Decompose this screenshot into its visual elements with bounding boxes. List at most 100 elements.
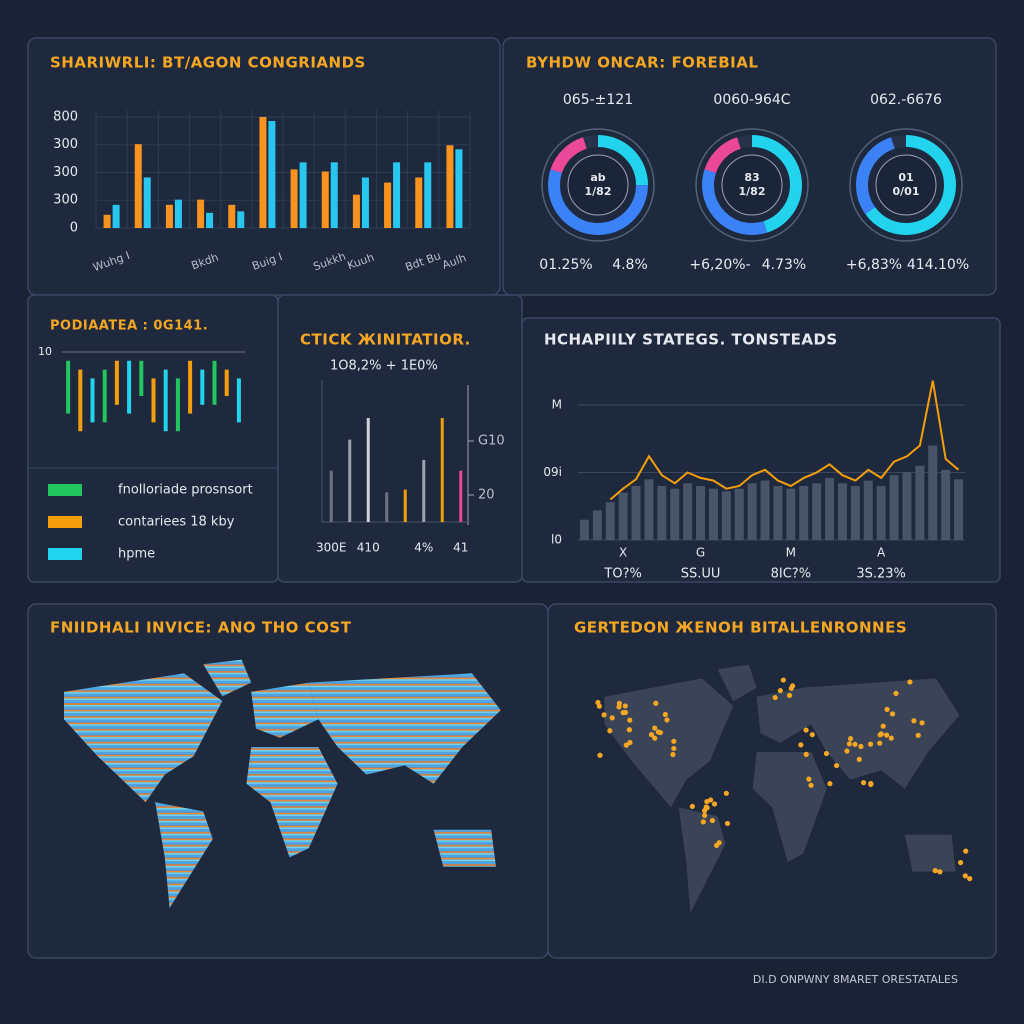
bar (330, 162, 338, 228)
map-dot (723, 790, 729, 796)
donut-caption: 4.8% (612, 257, 648, 273)
bar (112, 204, 120, 228)
map-dot (844, 748, 850, 754)
x-tick-label: M (786, 546, 796, 560)
map-dot (957, 859, 964, 866)
map-dot (867, 741, 874, 747)
donut-caption: 01.25% (539, 257, 592, 273)
donut-frame (849, 128, 963, 242)
bar (440, 418, 444, 522)
y-tick-label: 300 (53, 193, 78, 208)
map-dot (653, 700, 659, 706)
map-dot (798, 742, 804, 748)
bar (415, 177, 423, 228)
map-dot (833, 762, 840, 769)
bar (455, 149, 463, 228)
bar (361, 177, 369, 228)
bar (670, 488, 680, 540)
panel (27, 294, 279, 583)
map-dot (806, 776, 812, 782)
bar (760, 480, 770, 540)
bar (393, 162, 401, 228)
donut-caption: +6,20%- (689, 257, 750, 273)
map-title: FNIIDHALI INVICE: ANO THO COST (50, 619, 352, 637)
donut-label: 065-±121 (563, 92, 633, 108)
y-tick-label: 0 (70, 221, 78, 236)
y-tick-label: 300 (53, 137, 78, 152)
bar (773, 486, 783, 540)
map-dot (803, 751, 809, 758)
map-dot (689, 803, 695, 810)
bar (197, 199, 205, 228)
bar (644, 479, 654, 540)
bar (915, 465, 925, 540)
bar (366, 418, 370, 522)
y-tick-label: 09i (543, 465, 562, 479)
bar (941, 469, 951, 540)
bar (579, 519, 589, 540)
bar (422, 459, 426, 522)
map-dot (595, 699, 601, 706)
donut-segment (548, 135, 648, 235)
map-dot (671, 745, 677, 752)
map-dot (847, 736, 854, 742)
donut-center-text: 1/82 (739, 185, 766, 198)
map-dot (888, 735, 894, 741)
map-dot (627, 739, 633, 746)
map-dot (889, 711, 896, 717)
bar (631, 486, 641, 540)
donut-segment (856, 135, 956, 235)
bar (459, 470, 463, 522)
x-footnote: 8IC?% (771, 567, 811, 582)
donut-center-text: 1/82 (585, 185, 612, 198)
map-dots (595, 677, 973, 882)
y-tick-label: G10 (478, 434, 505, 449)
bar (143, 177, 151, 228)
donut-caption: 414.10% (907, 257, 969, 273)
bar (134, 144, 142, 228)
bar (299, 162, 307, 228)
bar (825, 477, 835, 540)
bar (721, 491, 731, 540)
donut-frame (541, 128, 655, 242)
bar (592, 510, 602, 540)
donut-inner (567, 154, 629, 216)
map-dot (827, 781, 833, 787)
y-tick-label: 10 (38, 345, 52, 358)
map-dot (803, 727, 809, 733)
map-dot (772, 694, 778, 701)
chart-title: HCHAPIILY STATEGS. TONSTEADS (544, 331, 838, 349)
map-dot (893, 690, 899, 696)
bar (352, 194, 360, 228)
map-dot (701, 812, 708, 819)
legend-swatch (48, 516, 82, 528)
x-tick-label: 41 (453, 541, 468, 555)
map-dot (652, 735, 658, 741)
x-tick-label: G (696, 546, 705, 560)
bar (696, 486, 706, 540)
map-dot (664, 717, 670, 723)
map-dot (627, 717, 633, 723)
bar (889, 475, 899, 540)
map-dot (915, 732, 921, 738)
map-dot (907, 679, 913, 685)
map-dot (789, 683, 796, 689)
map-dot (823, 750, 830, 757)
map-dot (809, 732, 815, 738)
map-dot (652, 725, 658, 731)
map-dot (657, 729, 664, 736)
map-dot (884, 732, 890, 738)
donut-label: 0060-964C (713, 92, 790, 108)
map-dot (937, 869, 943, 875)
map-dot (963, 848, 969, 854)
footer: DI.D ONPWNY 8MARET ORESTATALES (753, 973, 958, 986)
map-dot (700, 819, 706, 825)
map-dot (777, 688, 783, 694)
map-dot (622, 709, 629, 715)
map-dot (648, 732, 655, 738)
x-footnote: 3S.23% (856, 567, 906, 582)
map-dot (713, 842, 720, 849)
bar (850, 486, 860, 540)
bar (446, 145, 454, 228)
donut-center-text: 83 (744, 171, 759, 184)
